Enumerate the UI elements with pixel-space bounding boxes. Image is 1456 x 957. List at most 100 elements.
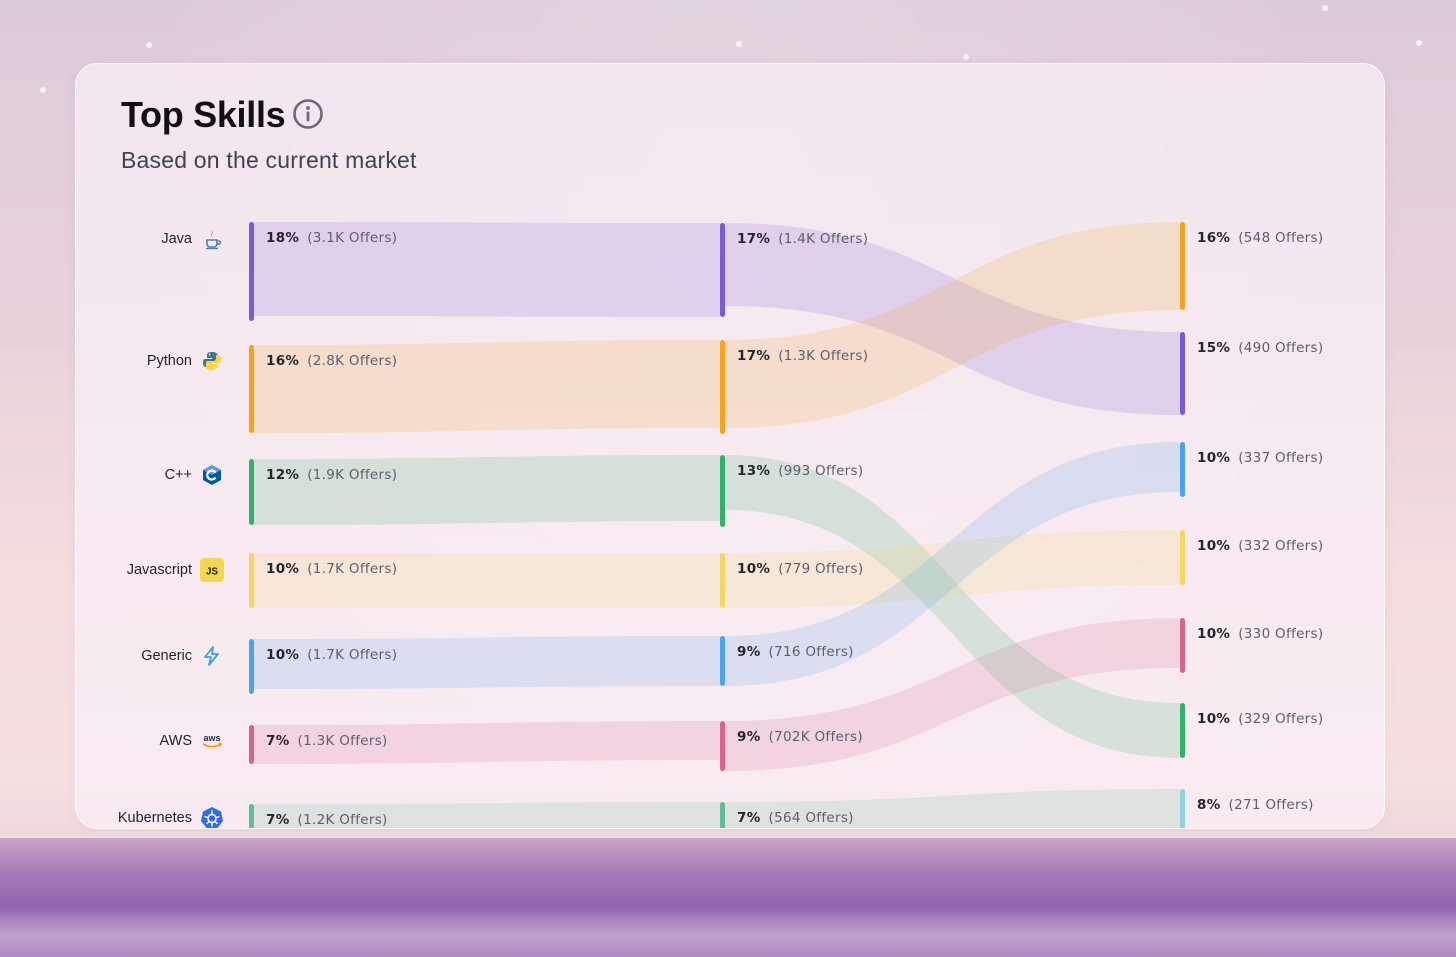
- percent-label: 13%: [737, 463, 771, 479]
- percent-label: 10%: [266, 647, 300, 663]
- skill-row-generic: Generic: [141, 644, 224, 668]
- value-label: 9% (702K Offers): [737, 729, 863, 745]
- java-icon: [200, 227, 224, 251]
- value-label: 7% (1.2K Offers): [266, 812, 388, 828]
- percent-label: 10%: [1197, 711, 1231, 727]
- percent-label: 7%: [266, 812, 290, 828]
- value-label: 15% (490 Offers): [1197, 340, 1323, 356]
- node-bar-javascript-col2[interactable]: [1180, 530, 1185, 585]
- node-bar-aws-col0[interactable]: [249, 725, 254, 764]
- flow-band-c-0: [254, 455, 720, 525]
- percent-label: 12%: [266, 467, 300, 483]
- flow-band-generic-1: [725, 442, 1180, 686]
- offers-label: (1.7K Offers): [307, 561, 398, 577]
- offers-label: (1.7K Offers): [307, 647, 398, 663]
- value-label: 17% (1.3K Offers): [737, 348, 868, 364]
- percent-label: 10%: [1197, 538, 1231, 554]
- offers-label: (2.8K Offers): [307, 353, 398, 369]
- value-label: 17% (1.4K Offers): [737, 231, 868, 247]
- percent-label: 9%: [737, 729, 761, 745]
- percent-label: 16%: [1197, 230, 1231, 246]
- skill-row-kubernetes: Kubernetes: [118, 806, 224, 828]
- skill-name: AWS: [159, 733, 193, 749]
- node-bar-kubernetes-col1[interactable]: [720, 802, 725, 828]
- value-label: 13% (993 Offers): [737, 463, 863, 479]
- javascript-icon: JS: [200, 558, 224, 582]
- node-bar-python-col0[interactable]: [249, 345, 254, 433]
- kubernetes-icon: [200, 806, 224, 828]
- skill-name: Java: [161, 231, 192, 247]
- flow-band-kubernetes-0: [254, 802, 720, 828]
- node-bar-java-col1[interactable]: [720, 223, 725, 317]
- flow-band-javascript-1: [725, 530, 1180, 608]
- skill-row-cplusplus: C++: [165, 463, 224, 487]
- percent-label: 10%: [1197, 626, 1231, 642]
- node-bar-kubernetes-col2[interactable]: [1180, 789, 1185, 828]
- svg-text:aws: aws: [203, 733, 220, 743]
- node-bar-java-col2[interactable]: [1180, 332, 1185, 415]
- offers-label: (332 Offers): [1238, 538, 1324, 554]
- node-bar-python-col2[interactable]: [1180, 222, 1185, 310]
- flow-band-python-1: [725, 222, 1180, 428]
- info-circle-icon[interactable]: [292, 98, 324, 130]
- python-icon: [200, 349, 224, 373]
- node-bar-javascript-col1[interactable]: [720, 553, 725, 608]
- background-water: [0, 905, 1456, 957]
- cplusplus-icon: [200, 463, 224, 487]
- percent-label: 7%: [737, 810, 761, 826]
- sankey-chart: [249, 222, 1185, 828]
- card-title: Top Skills: [121, 94, 286, 135]
- value-label: 7% (564 Offers): [737, 810, 854, 826]
- percent-label: 17%: [737, 348, 771, 364]
- value-label: 12% (1.9K Offers): [266, 467, 397, 483]
- skill-row-java: Java: [161, 227, 224, 251]
- offers-label: (1.3K Offers): [297, 733, 388, 749]
- value-label: 18% (3.1K Offers): [266, 230, 397, 246]
- percent-label: 10%: [1197, 450, 1231, 466]
- node-bar-java-col0[interactable]: [249, 222, 254, 321]
- node-bar-javascript-col0[interactable]: [249, 553, 254, 608]
- flow-band-aws-0: [254, 721, 720, 764]
- card-subtitle: Based on the current market: [121, 147, 417, 173]
- offers-label: (271 Offers): [1228, 797, 1314, 813]
- node-bar-generic-col2[interactable]: [1180, 442, 1185, 497]
- percent-label: 18%: [266, 230, 300, 246]
- background-star: [963, 54, 969, 60]
- offers-label: (716 Offers): [768, 644, 854, 660]
- node-bar-generic-col0[interactable]: [249, 639, 254, 694]
- node-bar-c-col1[interactable]: [720, 455, 725, 527]
- flow-band-generic-0: [254, 636, 720, 689]
- node-bar-aws-col1[interactable]: [720, 721, 725, 771]
- node-bar-c-col2[interactable]: [1180, 703, 1185, 758]
- skill-name: C++: [164, 467, 192, 483]
- value-label: 7% (1.3K Offers): [266, 733, 388, 749]
- node-bar-c-col0[interactable]: [249, 459, 254, 525]
- node-bar-aws-col2[interactable]: [1180, 618, 1185, 673]
- percent-label: 10%: [266, 561, 300, 577]
- node-bar-kubernetes-col0[interactable]: [249, 804, 254, 828]
- value-label: 10% (1.7K Offers): [266, 647, 397, 663]
- offers-label: (1.9K Offers): [307, 467, 398, 483]
- percent-label: 9%: [737, 644, 761, 660]
- offers-label: (993 Offers): [778, 463, 864, 479]
- offers-label: (779 Offers): [778, 561, 864, 577]
- percent-label: 16%: [266, 353, 300, 369]
- skill-row-aws: AWS aws: [160, 729, 225, 753]
- top-skills-card: Top Skills Based on the current market J…: [75, 63, 1385, 829]
- offers-label: (1.3K Offers): [778, 348, 869, 364]
- node-bar-python-col1[interactable]: [720, 340, 725, 434]
- skill-name: Python: [146, 353, 192, 369]
- offers-label: (337 Offers): [1238, 450, 1324, 466]
- offers-label: (1.2K Offers): [297, 812, 388, 828]
- value-label: 8% (271 Offers): [1197, 797, 1314, 813]
- offers-label: (1.4K Offers): [778, 231, 869, 247]
- offers-label: (329 Offers): [1238, 711, 1324, 727]
- percent-label: 7%: [266, 733, 290, 749]
- aws-icon: aws: [200, 729, 224, 753]
- value-label: 10% (337 Offers): [1197, 450, 1323, 466]
- node-bar-generic-col1[interactable]: [720, 636, 725, 686]
- value-label: 16% (548 Offers): [1197, 230, 1323, 246]
- value-label: 10% (330 Offers): [1197, 626, 1323, 642]
- percent-label: 10%: [737, 561, 771, 577]
- background-star: [146, 42, 152, 48]
